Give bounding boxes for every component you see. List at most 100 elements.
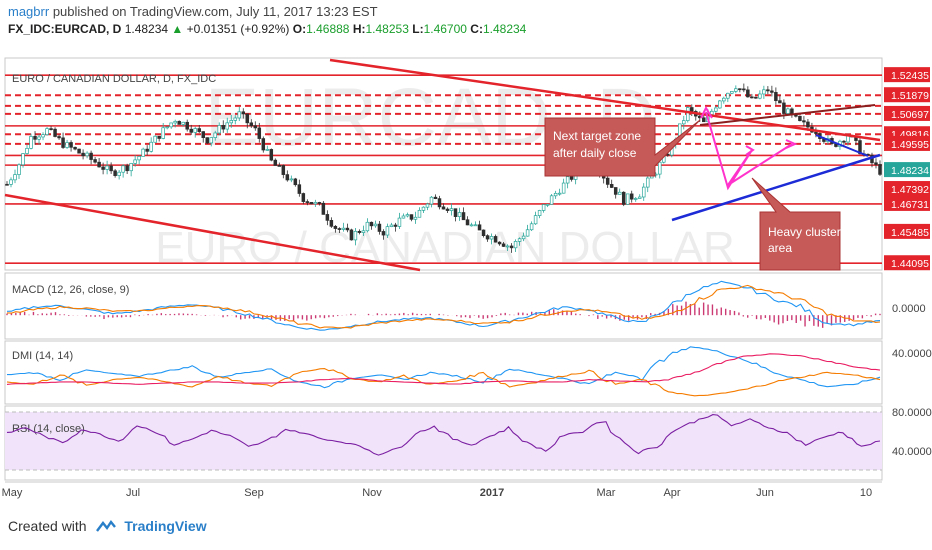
candle-body <box>193 128 197 133</box>
candle-body <box>561 182 566 194</box>
candle-body <box>381 231 386 236</box>
candle-body <box>842 140 846 143</box>
candle-body <box>782 102 786 114</box>
price-tick-label: 1.47392 <box>891 184 929 196</box>
candle-body <box>29 136 33 149</box>
price-pane[interactable]: EURCAD, D EURO / CANADIAN DOLLAR EURO / … <box>4 57 883 272</box>
candle-body <box>369 221 374 227</box>
candle-body <box>253 125 258 129</box>
time-axis: May Jul Sep Nov 2017 Mar Apr Jun 10 <box>2 481 882 499</box>
candle-body <box>125 165 129 172</box>
candle-body <box>97 161 101 168</box>
publish-info: magbrr published on TradingView.com, Jul… <box>8 4 378 19</box>
candle-body <box>714 107 718 112</box>
candle-body <box>309 201 314 205</box>
candle-body <box>157 135 161 139</box>
candle-body <box>557 192 562 195</box>
price-tag <box>884 255 930 271</box>
dmi-pane[interactable]: DMI (14, 14) 40.0000 <box>4 340 932 405</box>
dmi-minus-line <box>6 368 881 397</box>
candle-body <box>521 235 526 240</box>
candle-body <box>25 147 29 154</box>
candle-body <box>325 214 330 221</box>
candle-body <box>473 224 478 227</box>
price-tag <box>884 135 930 151</box>
author-link[interactable]: magbrr <box>8 4 50 19</box>
candle-body <box>57 136 61 139</box>
candle-body <box>742 88 746 91</box>
candle-body <box>21 153 25 166</box>
candle-body <box>722 97 726 102</box>
candle-body <box>141 148 145 157</box>
candle-body <box>806 121 810 128</box>
candle-body <box>117 171 121 176</box>
candle-body <box>145 148 149 152</box>
adx-line <box>6 353 881 385</box>
candle-body <box>774 92 778 102</box>
candle-body <box>105 165 109 170</box>
created-with-text: Created with <box>8 518 87 534</box>
watermark-name: EURO / CANADIAN DOLLAR <box>155 223 734 272</box>
candle-body <box>341 227 346 230</box>
candle-body <box>81 152 85 157</box>
candle-body <box>417 209 422 218</box>
callout-heavy-cluster-line1: Heavy cluster <box>768 225 841 239</box>
candle-body <box>645 177 650 188</box>
candle-body <box>109 165 113 172</box>
rsi-title: RSI (14, close) <box>12 423 85 435</box>
candle-body <box>133 159 137 164</box>
candle-body <box>770 90 774 93</box>
candle-body <box>385 226 390 236</box>
candle-body <box>173 120 177 124</box>
zigzag-arrows <box>700 105 798 191</box>
candle-body <box>469 224 474 227</box>
candle-body <box>477 224 482 231</box>
price-tag <box>884 67 930 83</box>
time-tick-label: 10 <box>860 487 872 499</box>
close-label: C: <box>470 22 483 36</box>
candle-body <box>549 195 554 205</box>
candle-body <box>525 229 530 237</box>
candle-body <box>169 122 173 128</box>
price-tick-label: 1.50697 <box>891 109 929 121</box>
candle-body <box>45 128 49 136</box>
price-tag <box>884 105 930 121</box>
candle-body <box>489 236 494 240</box>
candle-body <box>377 223 382 232</box>
rsi-pane[interactable]: RSI (14, close) 80.0000 40.0000 <box>4 405 932 481</box>
candle-body <box>93 159 97 163</box>
candle-body <box>277 165 282 167</box>
candle-body <box>754 96 758 99</box>
candle-body <box>617 191 622 195</box>
candle-body <box>690 107 694 112</box>
candle-body <box>393 224 398 227</box>
candle-body <box>481 229 486 236</box>
candle-body <box>101 166 105 170</box>
candle-body <box>205 137 209 144</box>
candle-body <box>878 164 882 175</box>
candle-body <box>609 184 614 188</box>
candle-body <box>113 170 117 176</box>
candle-body <box>449 208 454 211</box>
candle-body <box>509 245 514 249</box>
downtrend-line-lower <box>4 193 421 272</box>
dmi-plus-line <box>7 346 881 389</box>
price-tick-label: 1.52435 <box>891 70 929 82</box>
candle-body <box>529 223 534 231</box>
macd-pane[interactable]: MACD (12, 26, close, 9) 0.0000 <box>4 272 926 340</box>
price-tag <box>884 87 930 103</box>
candle-body <box>505 245 510 248</box>
tradingview-brand[interactable]: TradingView <box>124 518 207 534</box>
candle-body <box>373 223 378 227</box>
callout-heavy-cluster: Heavy cluster area <box>751 177 841 271</box>
candle-body <box>461 212 466 221</box>
candle-body <box>657 161 662 175</box>
candle-body <box>85 152 89 157</box>
candle-body <box>137 156 141 161</box>
candle-body <box>429 196 434 205</box>
candle-body <box>289 178 294 181</box>
high-label: H: <box>352 22 366 36</box>
candle-body <box>730 91 734 94</box>
candle-body <box>445 208 450 211</box>
callout-next-target-line2: after daily close <box>553 146 637 160</box>
